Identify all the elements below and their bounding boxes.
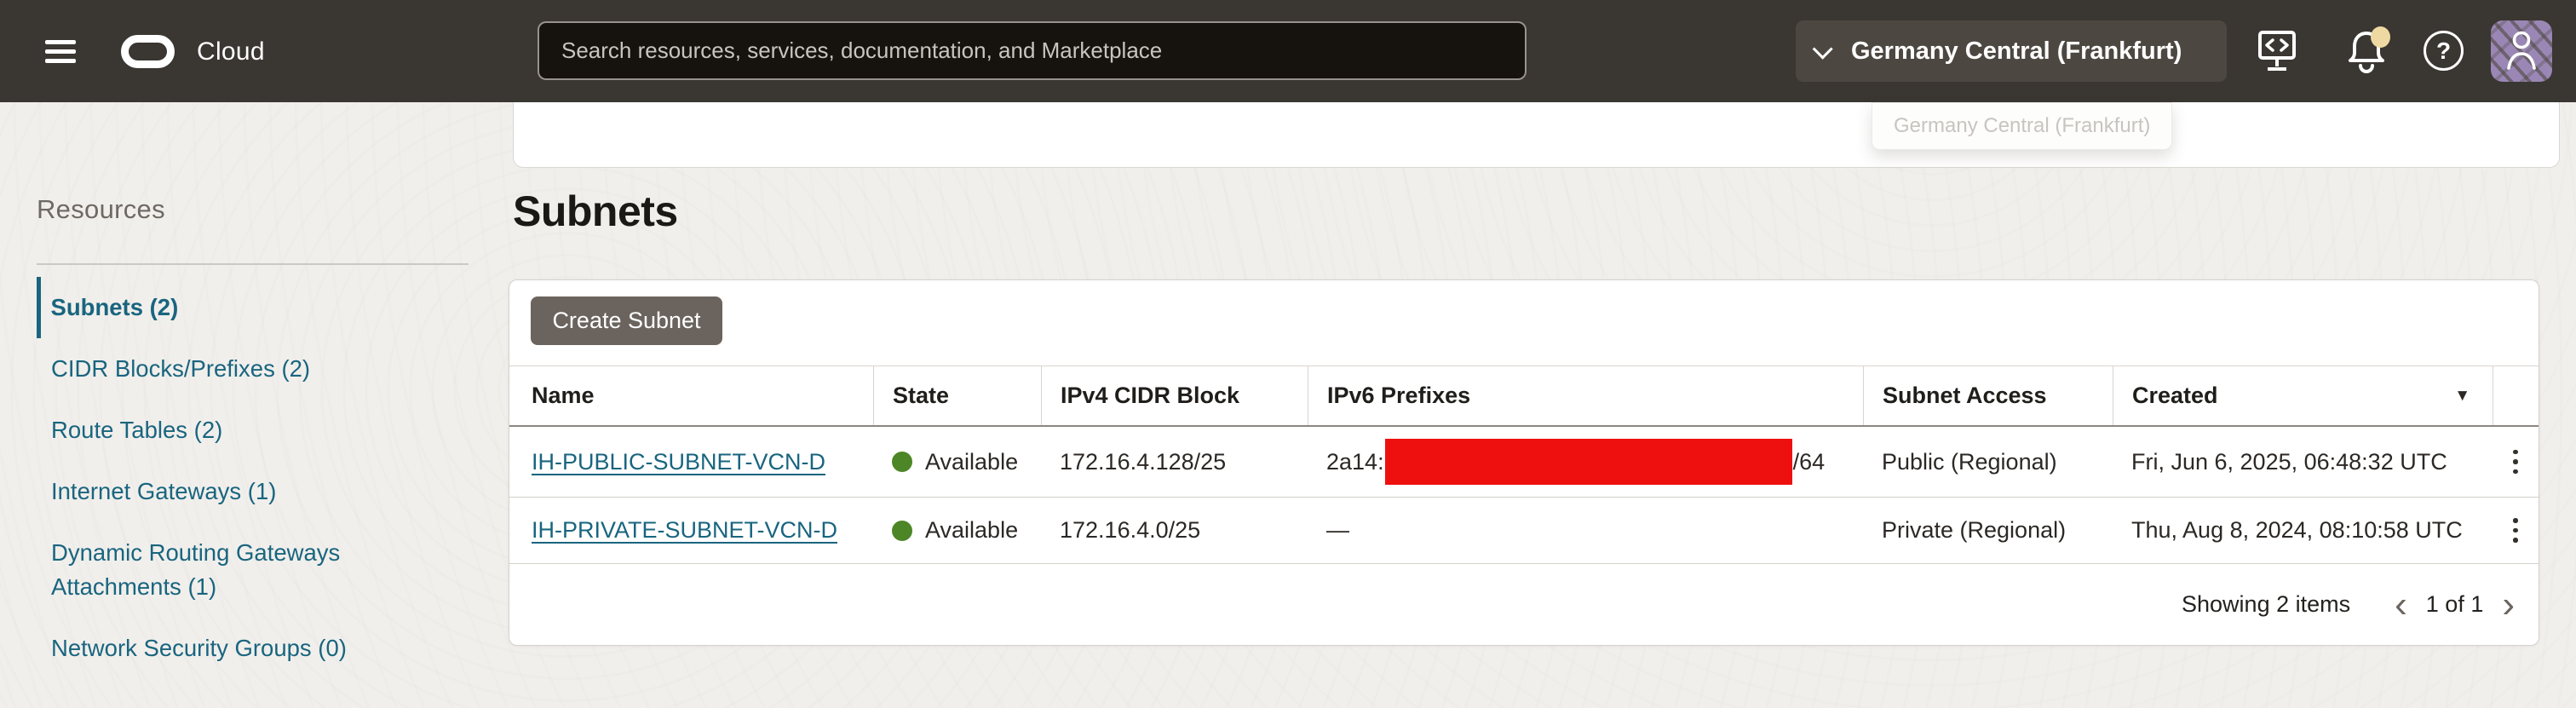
column-header-created[interactable]: Created ▼ — [2113, 366, 2493, 425]
column-header-name[interactable]: Name — [532, 383, 595, 408]
page-title: Subnets — [513, 187, 678, 235]
person-icon — [2507, 31, 2536, 70]
region-tooltip: Germany Central (Frankfurt) — [1872, 102, 2173, 150]
column-header-ipv6-prefixes[interactable]: IPv6 Prefixes — [1308, 366, 1863, 425]
subnet-access-value: Private (Regional) — [1882, 517, 2067, 543]
table-toolbar: Create Subnet — [509, 280, 2539, 366]
help-icon[interactable]: ? — [2424, 31, 2464, 71]
previous-page-icon[interactable]: ‹ — [2395, 583, 2407, 625]
subnets-table-card: Create Subnet Name State IPv4 CIDR Block… — [509, 279, 2539, 646]
brand-title: Cloud — [197, 37, 265, 66]
sidebar-item-internet-gateways[interactable]: Internet Gateways (1) — [51, 478, 277, 504]
user-avatar[interactable] — [2491, 20, 2552, 82]
resources-sidebar: Resources Subnets (2) CIDR Blocks/Prefix… — [37, 194, 469, 679]
column-header-state[interactable]: State — [873, 366, 1041, 425]
ipv6-prefix-cell: — — [1326, 517, 1349, 543]
sidebar-nav-list: Subnets (2) CIDR Blocks/Prefixes (2) Rou… — [37, 277, 469, 679]
column-header-subnet-access[interactable]: Subnet Access — [1863, 366, 2113, 425]
notification-badge — [2371, 26, 2390, 48]
status-available-icon — [892, 520, 912, 541]
state-label: Available — [925, 517, 1019, 543]
sidebar-item-drg-attachments[interactable]: Dynamic Routing Gateways Attachments (1) — [51, 539, 341, 600]
status-available-icon — [892, 452, 912, 472]
sidebar-title: Resources — [37, 194, 165, 224]
row-actions-kebab-icon[interactable] — [2506, 443, 2525, 481]
sidebar-item-subnets[interactable]: Subnets (2) — [37, 277, 469, 338]
items-count-label: Showing 2 items — [2182, 591, 2351, 617]
subnet-access-value: Public (Regional) — [1882, 448, 2057, 475]
scrolled-panel-remnant — [513, 102, 2560, 168]
region-label: Germany Central (Frankfurt) — [1851, 37, 2182, 65]
chevron-down-icon — [1812, 38, 1833, 60]
cloud-shell-icon[interactable] — [2258, 31, 2296, 73]
subnet-link[interactable]: IH-PUBLIC-SUBNET-VCN-D — [532, 448, 826, 475]
create-subnet-button[interactable]: Create Subnet — [531, 296, 722, 345]
ipv6-prefix-cell: 2a14: /64 — [1308, 439, 1863, 485]
state-label: Available — [925, 448, 1019, 475]
table-row-private-subnet: IH-PRIVATE-SUBNET-VCN-D Available 172.16… — [509, 497, 2539, 563]
oracle-logo-icon[interactable] — [121, 35, 175, 68]
sort-descending-icon[interactable]: ▼ — [2454, 386, 2470, 405]
created-value: Fri, Jun 6, 2025, 06:48:32 UTC — [2131, 448, 2447, 475]
ipv4-cidr-value: 172.16.4.0/25 — [1060, 517, 1201, 543]
search-input[interactable] — [538, 21, 1527, 80]
page-indicator: 1 of 1 — [2425, 591, 2484, 617]
hamburger-menu-icon[interactable] — [45, 40, 76, 63]
sidebar-divider — [37, 263, 469, 265]
column-header-ipv4-cidr[interactable]: IPv4 CIDR Block — [1041, 366, 1308, 425]
table-header-row: Name State IPv4 CIDR Block IPv6 Prefixes… — [509, 366, 2539, 427]
sidebar-item-network-security-groups[interactable]: Network Security Groups (0) — [51, 635, 347, 661]
ipv4-cidr-value: 172.16.4.128/25 — [1060, 448, 1227, 475]
ipv6-prefix-start: 2a14: — [1326, 448, 1384, 475]
next-page-icon[interactable]: › — [2502, 583, 2515, 625]
sidebar-item-cidr-blocks[interactable]: CIDR Blocks/Prefixes (2) — [51, 355, 311, 382]
column-header-actions — [2493, 366, 2539, 425]
subnet-link[interactable]: IH-PRIVATE-SUBNET-VCN-D — [532, 517, 838, 543]
top-navigation-bar: Cloud Germany Central (Frankfurt) ? — [0, 0, 2576, 102]
region-selector[interactable]: Germany Central (Frankfurt) — [1796, 20, 2227, 82]
sidebar-item-route-tables[interactable]: Route Tables (2) — [51, 417, 223, 443]
table-footer: Showing 2 items ‹ 1 of 1 › — [509, 563, 2539, 645]
redacted-ipv6-block — [1384, 439, 1792, 485]
ipv6-prefix-end: /64 — [1792, 448, 1826, 475]
table-row-public-subnet: IH-PUBLIC-SUBNET-VCN-D Available 172.16.… — [509, 427, 2539, 497]
created-value: Thu, Aug 8, 2024, 08:10:58 UTC — [2131, 517, 2463, 543]
row-actions-kebab-icon[interactable] — [2506, 511, 2525, 550]
notifications-bell-icon[interactable] — [2344, 26, 2392, 76]
